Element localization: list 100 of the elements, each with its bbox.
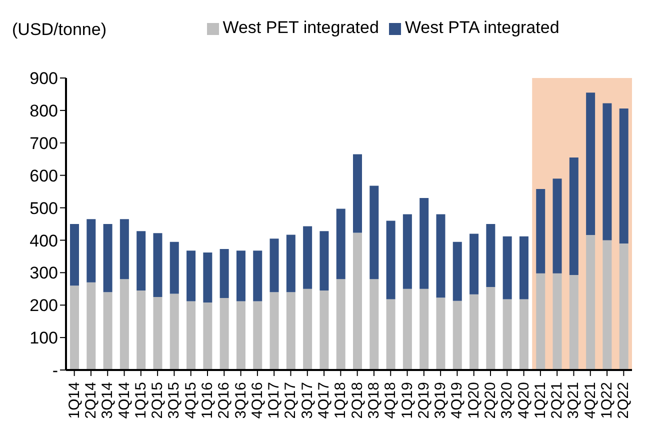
bar — [136, 290, 146, 370]
bar — [336, 208, 346, 280]
bar — [103, 292, 112, 370]
x-tick-label: 2Q21 — [548, 382, 566, 419]
x-tick-label: 1Q14 — [66, 382, 83, 419]
x-tick-label: 4Q19 — [448, 382, 466, 419]
y-tick-label: 600 — [30, 166, 58, 186]
bar — [220, 298, 229, 370]
x-tick-label: 2Q20 — [482, 382, 499, 419]
x-tick-label: 2Q17 — [282, 382, 300, 419]
bar — [502, 236, 512, 300]
bar — [336, 279, 346, 370]
bar — [186, 301, 196, 370]
x-tick-label: 3Q19 — [432, 382, 450, 419]
bar — [353, 232, 362, 370]
bar — [402, 288, 412, 370]
bar — [270, 238, 279, 292]
bar — [586, 235, 596, 370]
x-tick-label: 1Q19 — [398, 382, 416, 419]
bar — [602, 103, 612, 240]
x-tick-label: 1Q16 — [199, 382, 216, 419]
bar — [236, 250, 246, 302]
bar — [253, 301, 262, 370]
bar — [186, 250, 196, 302]
legend-label: West PTA integrated — [404, 18, 560, 37]
bar — [303, 226, 312, 289]
y-tick-label: 300 — [30, 264, 58, 283]
y-tick-label: 200 — [30, 296, 58, 316]
bar — [153, 233, 162, 297]
x-tick-label: 4Q17 — [316, 382, 333, 419]
bar — [286, 292, 296, 370]
x-tick-label: 2Q15 — [149, 382, 166, 419]
y-axis-title: (USD/tonne) — [12, 20, 106, 40]
y-tick-label: - — [52, 361, 58, 380]
bar — [86, 282, 96, 370]
bar — [486, 224, 496, 287]
bar — [353, 154, 362, 233]
x-tick-label: 3Q16 — [232, 382, 250, 419]
bar — [136, 231, 146, 291]
x-tick-label: 4Q18 — [382, 382, 400, 419]
bar — [220, 248, 229, 298]
bar — [502, 299, 512, 370]
bar — [70, 286, 79, 370]
bar — [552, 273, 562, 370]
bar — [120, 219, 129, 280]
bar — [320, 290, 329, 370]
x-tick-label: 2Q14 — [82, 382, 100, 419]
bar — [203, 302, 212, 370]
x-tick-label: 1Q22 — [598, 382, 616, 419]
bar — [569, 157, 578, 275]
x-tick-label: 2Q19 — [415, 382, 432, 419]
y-tick-label: 900 — [30, 69, 58, 88]
bar — [519, 236, 528, 300]
legend-label: West PET integrated — [222, 18, 379, 37]
x-tick-label: 3Q15 — [166, 382, 183, 419]
bar — [370, 186, 379, 280]
bar — [436, 298, 446, 370]
bar — [386, 220, 396, 300]
bar — [86, 219, 96, 282]
bar — [303, 288, 312, 370]
bar — [236, 301, 246, 370]
bar — [253, 250, 262, 302]
y-tick-label: 800 — [30, 101, 58, 120]
bar — [402, 214, 412, 289]
bar — [320, 231, 329, 291]
bar — [486, 286, 496, 370]
bar — [619, 108, 628, 244]
x-tick-label: 4Q14 — [116, 382, 133, 419]
bar — [536, 188, 546, 274]
x-tick-label: 2Q18 — [348, 382, 366, 419]
bar — [569, 274, 578, 370]
x-tick-label: 1Q17 — [266, 382, 283, 419]
x-tick-label: 1Q21 — [532, 382, 549, 419]
x-tick-label: 3Q17 — [298, 382, 316, 419]
x-tick-label: 3Q20 — [498, 382, 516, 419]
bar — [536, 273, 546, 370]
x-tick-label: 1Q18 — [332, 382, 350, 419]
bar — [436, 214, 446, 298]
x-tick-label: 4Q15 — [182, 382, 200, 419]
x-tick-label: 3Q21 — [565, 382, 582, 419]
x-tick-label: 3Q18 — [365, 382, 382, 419]
x-tick-label: 1Q15 — [132, 382, 150, 419]
y-tick-label: 400 — [30, 231, 58, 250]
x-tick-label: 1Q20 — [465, 382, 482, 419]
bar — [470, 234, 479, 294]
bar — [586, 92, 596, 236]
bar — [370, 279, 379, 370]
bar — [420, 288, 429, 370]
bar — [470, 294, 479, 370]
bar — [286, 234, 296, 292]
x-tick-label: 2Q16 — [216, 382, 233, 419]
bar — [153, 297, 162, 370]
bar — [452, 300, 462, 370]
x-tick-label: 4Q16 — [248, 382, 266, 419]
y-tick-label: 100 — [30, 328, 58, 348]
bar — [452, 242, 462, 301]
x-tick-label: 2Q22 — [615, 382, 632, 419]
x-tick-label: 3Q14 — [99, 382, 116, 419]
bar — [170, 294, 179, 370]
bar — [70, 224, 79, 286]
